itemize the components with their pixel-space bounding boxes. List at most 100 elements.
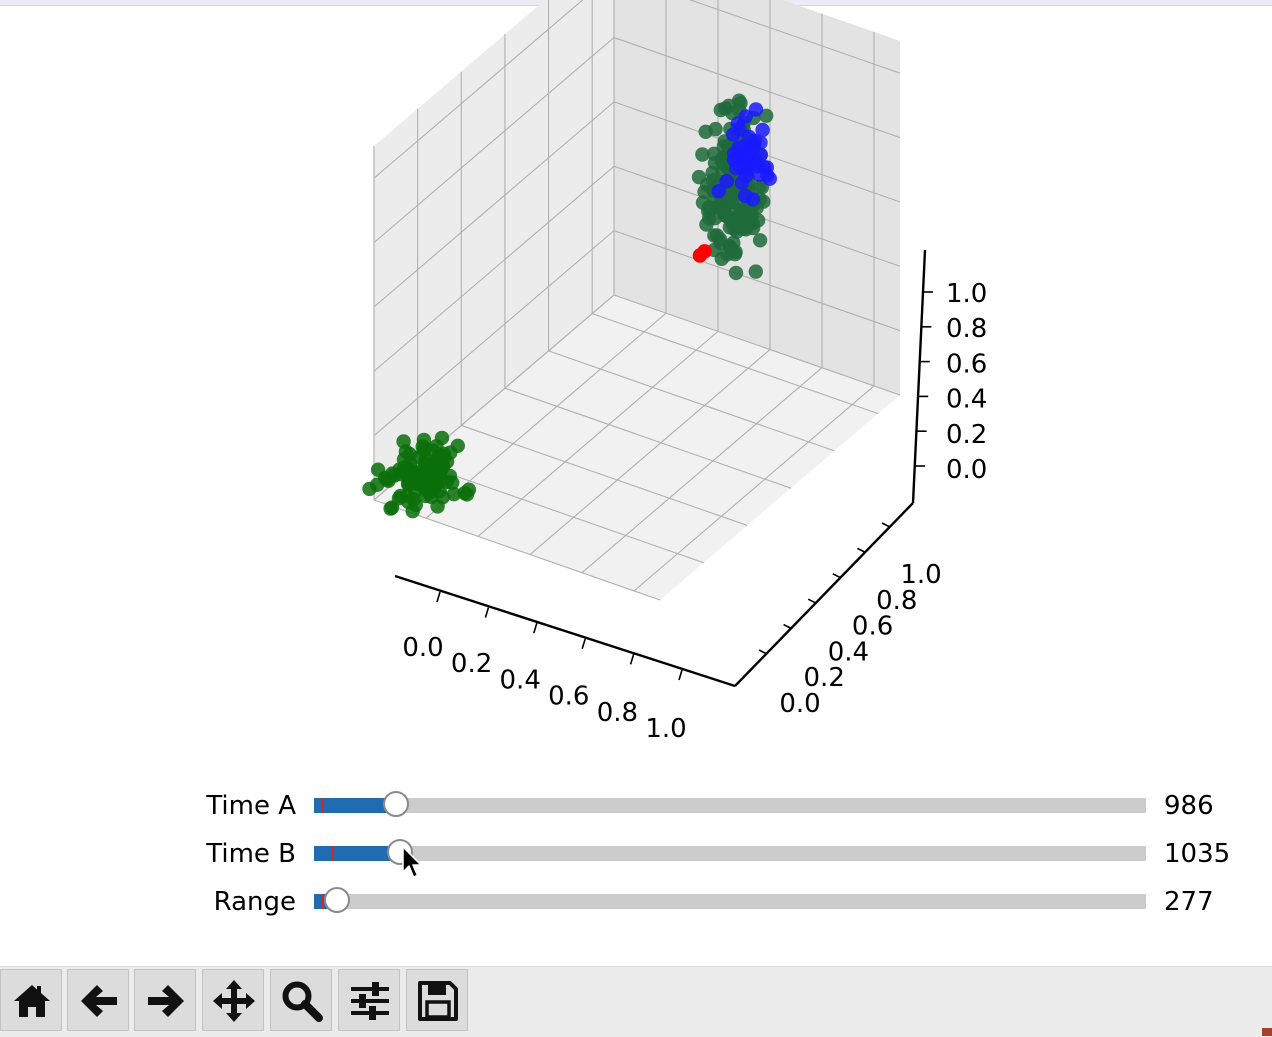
- grid-line-z-left: [373, 0, 584, 179]
- grid-line-y-floor: [417, 462, 704, 564]
- grid-line-y-floor: [592, 313, 879, 415]
- scatter-point: [381, 473, 396, 488]
- y-tick-label: 0.6: [852, 612, 893, 642]
- slider-range-handle[interactable]: [324, 887, 351, 913]
- x-tick: [581, 638, 586, 650]
- y-tick-label: 0.4: [828, 637, 869, 667]
- z-tick-label: 0.2: [946, 420, 987, 450]
- x-tick: [533, 622, 538, 634]
- x-tick: [678, 669, 683, 681]
- slider-time-b-track[interactable]: [314, 846, 1146, 861]
- z-tick-label: 1.0: [946, 279, 987, 309]
- scatter-point: [695, 147, 710, 162]
- slider-time-a[interactable]: Time A 986: [0, 785, 1272, 825]
- z-tick-label: 0.0: [946, 455, 987, 485]
- scatter-point: [759, 108, 774, 124]
- scatter-point: [396, 434, 411, 449]
- scatter-point: [393, 488, 408, 504]
- y-tick: [857, 547, 866, 554]
- scatter-point: [383, 501, 398, 516]
- arrow-right-icon: [148, 985, 184, 1017]
- slider-time-b-label: Time B: [206, 839, 296, 869]
- grid-line-z-back: [613, 294, 901, 396]
- grid-line-z-left: [373, 101, 615, 308]
- floppy-disk-icon: [418, 981, 458, 1021]
- scatter-point: [746, 140, 761, 155]
- scatter-point: [740, 162, 755, 177]
- scatter-point: [736, 205, 751, 220]
- tick-labels: 0.00.20.40.60.81.00.00.20.40.60.81.00.00…: [402, 279, 987, 744]
- forward-button[interactable]: [134, 969, 196, 1031]
- y-tick: [783, 623, 792, 630]
- scatter-point: [436, 446, 451, 461]
- slider-time-b[interactable]: Time B 1035: [0, 833, 1272, 873]
- scatter-point: [722, 220, 737, 235]
- slider-range-initial-marker: [321, 894, 325, 909]
- grid-line-z-left: [373, 230, 615, 437]
- slider-time-b-initial-marker: [331, 846, 335, 861]
- x-tick: [484, 607, 490, 618]
- back-button[interactable]: [67, 969, 129, 1031]
- slider-time-a-track[interactable]: [314, 798, 1146, 813]
- mouse-cursor-icon: [402, 846, 422, 878]
- slider-range[interactable]: Range 277: [0, 881, 1272, 921]
- grid-line-x-floor: [581, 367, 823, 574]
- home-icon: [14, 985, 50, 1017]
- x-tick-label: 0.0: [402, 633, 443, 663]
- scatter-point: [727, 187, 742, 202]
- scatter-point: [699, 177, 715, 192]
- scatter-point: [728, 265, 744, 281]
- slider-range-track[interactable]: [314, 894, 1146, 909]
- arrow-left-icon: [81, 985, 117, 1017]
- grid-line-x-floor: [529, 349, 771, 555]
- slider-time-a-value: 986: [1164, 791, 1214, 821]
- slider-range-value: 277: [1164, 887, 1214, 917]
- slider-time-b-value: 1035: [1164, 839, 1231, 869]
- y-tick: [758, 649, 768, 655]
- x-tick-label: 0.6: [548, 682, 589, 712]
- z-tick-label: 0.6: [946, 349, 987, 379]
- scatter-point: [718, 101, 733, 116]
- configure-subplots-button[interactable]: [338, 969, 400, 1031]
- slider-time-a-initial-marker: [321, 798, 325, 813]
- window-corner-accent: [1262, 1028, 1272, 1036]
- scatter-point: [748, 264, 763, 279]
- grid-line-z-back: [613, 37, 901, 139]
- sliders-icon: [351, 982, 389, 1020]
- scatter-point: [738, 109, 753, 124]
- scatter-points: [362, 93, 777, 519]
- zoom-button[interactable]: [270, 969, 332, 1031]
- scatter-point: [421, 471, 437, 486]
- save-button[interactable]: [406, 969, 468, 1031]
- z-tick-label: 0.8: [946, 314, 987, 344]
- scatter-point: [717, 208, 732, 223]
- pan-button[interactable]: [202, 969, 264, 1031]
- scatter-point: [405, 504, 420, 519]
- y-tick: [881, 522, 891, 528]
- navigation-toolbar: [0, 966, 1272, 1037]
- x-tick-label: 0.2: [451, 649, 492, 679]
- y-tick-label: 0.0: [779, 689, 820, 719]
- grid-line-z-left: [373, 165, 615, 372]
- scatter-point: [711, 184, 726, 199]
- slider-time-a-fill: [314, 798, 397, 813]
- magnifier-icon: [282, 981, 323, 1022]
- scatter-point: [697, 244, 712, 259]
- axis-panes: [374, 0, 900, 600]
- z-tick-label: 0.4: [946, 385, 987, 415]
- x-tick-label: 0.4: [500, 665, 541, 695]
- y-tick: [807, 598, 817, 604]
- 3d-scatter-plot[interactable]: 0.00.20.40.60.81.00.00.20.40.60.81.00.00…: [0, 0, 1272, 760]
- y-tick-label: 1.0: [900, 560, 941, 590]
- y-tick-label: 0.8: [876, 586, 917, 616]
- y-tick: [832, 573, 842, 579]
- x-axis-line: [394, 574, 736, 688]
- y-tick-label: 0.2: [804, 663, 845, 693]
- slider-time-a-handle[interactable]: [383, 791, 410, 817]
- home-button[interactable]: [0, 969, 62, 1031]
- scatter-point: [708, 121, 723, 137]
- grid-line-y-floor: [504, 387, 792, 489]
- scatter-point: [434, 430, 450, 446]
- grid-line-x-floor: [633, 385, 875, 592]
- scatter-point: [432, 483, 447, 499]
